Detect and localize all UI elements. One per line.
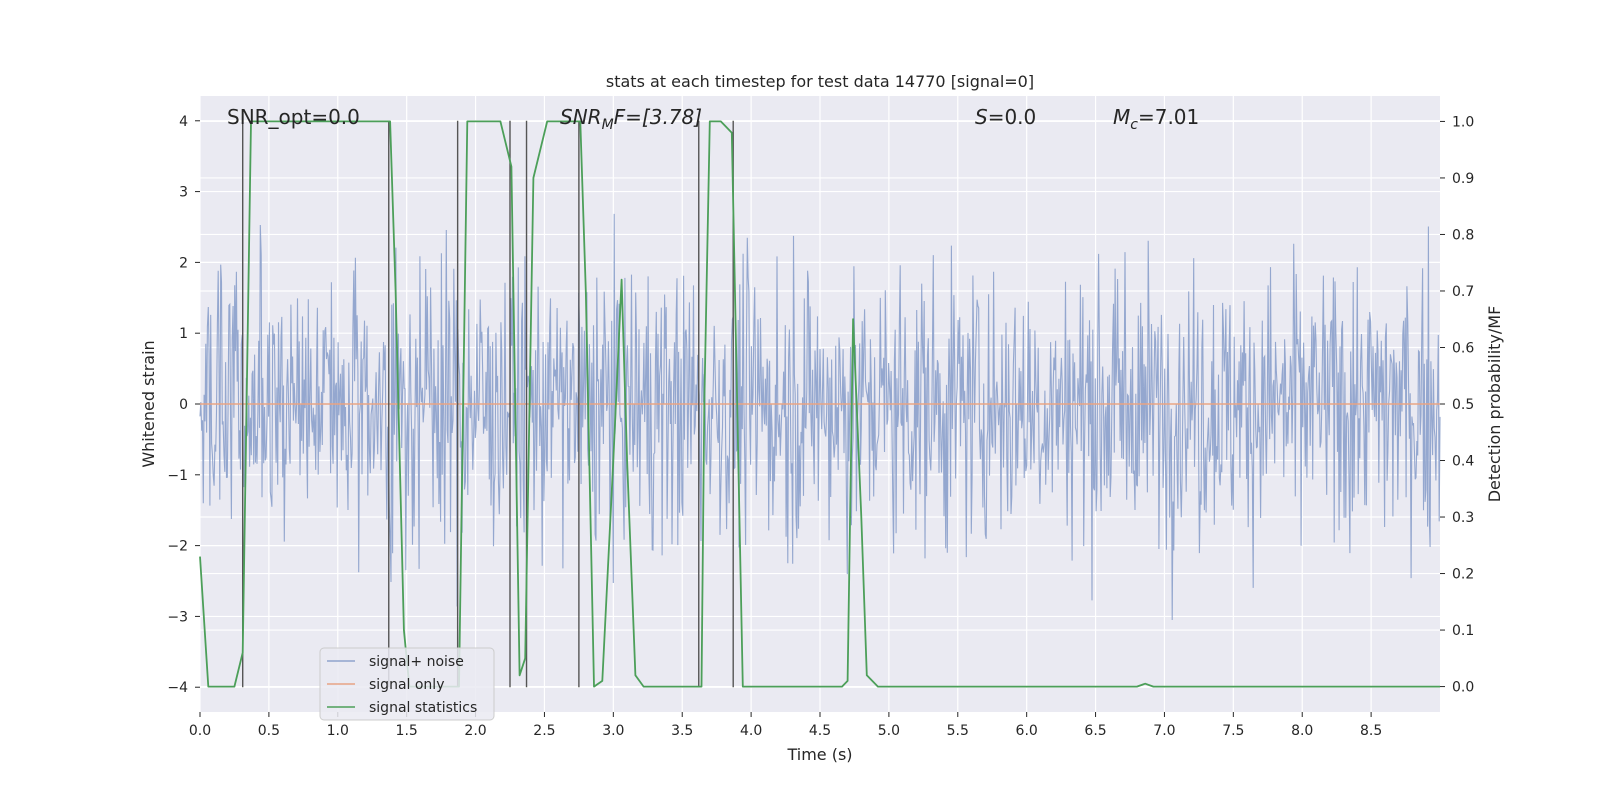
annotation-mc-base: M [1113, 105, 1130, 129]
annotation-s-rest: =0.0 [988, 105, 1037, 129]
legend-label-signal-statistics: signal statistics [369, 700, 477, 716]
signal-plus-noise-series [199, 213, 1441, 621]
y-axis-left-label: Whitened strain [139, 340, 158, 467]
y-right-tick-label: 0.7 [1452, 284, 1474, 300]
y-right-tick-label: 0.8 [1452, 227, 1474, 243]
annotation-snr-mf: SNRMF=[3.78] [560, 105, 702, 133]
y-right-tick-label: 0.0 [1452, 680, 1474, 696]
x-tick-label: 0.0 [189, 723, 211, 739]
y-right-tick-label: 0.6 [1452, 340, 1474, 356]
legend: signal+ noise signal only signal statist… [319, 647, 495, 721]
annotation-mc-rest: =7.01 [1138, 105, 1199, 129]
annotation-snr-mf-base: SNR [560, 105, 602, 129]
x-axis-ticks: 0.0 0.5 1.0 1.5 2.0 2.5 3.0 3.5 4.0 4.5 5.0 5.5 6.0 6… [189, 712, 1382, 739]
legend-label-signal-plus-noise: signal+ noise [369, 654, 464, 670]
y-left-tick-label: 3 [179, 185, 188, 201]
y-right-tick-label: 0.2 [1452, 567, 1474, 583]
x-tick-label: 7.0 [1153, 723, 1175, 739]
x-tick-label: 3.5 [671, 723, 693, 739]
y-left-tick-label: 2 [179, 255, 188, 271]
y-right-tick-label: 0.5 [1452, 397, 1474, 413]
y-left-tick-label: 1 [179, 326, 188, 342]
y-right-tick-label: 0.4 [1452, 454, 1474, 470]
x-tick-label: 2.5 [533, 723, 555, 739]
x-tick-label: 8.5 [1360, 723, 1382, 739]
x-tick-label: 6.0 [1016, 723, 1038, 739]
x-tick-label: 4.0 [740, 723, 762, 739]
y-left-tick-label: −1 [167, 468, 188, 484]
y-left-tick-label: 0 [179, 397, 188, 413]
y-right-tick-label: 0.3 [1452, 510, 1474, 526]
signal-statistics-series [199, 120, 1440, 688]
x-axis-label: Time (s) [786, 745, 852, 764]
y-axis-right-ticks: 0.0 0.1 0.2 0.3 0.4 0.5 0.6 0.7 0.8 0.9 1.0 [1440, 114, 1474, 696]
y-left-tick-label: 4 [179, 114, 188, 130]
y-left-tick-label: −3 [167, 609, 188, 625]
y-axis-right-label: Detection probability/MF [1485, 306, 1504, 503]
x-tick-label: 8.0 [1291, 723, 1313, 739]
x-tick-label: 5.5 [947, 723, 969, 739]
annotation-mc-sub: c [1130, 117, 1138, 133]
legend-label-signal-only: signal only [369, 677, 444, 693]
y-right-tick-label: 0.1 [1452, 623, 1474, 639]
x-tick-label: 1.5 [396, 723, 418, 739]
x-tick-label: 1.0 [327, 723, 349, 739]
chart-title: stats at each timestep for test data 147… [606, 72, 1034, 91]
x-tick-label: 6.5 [1084, 723, 1106, 739]
annotation-snr-opt: SNR_opt=0.0 [227, 105, 360, 129]
y-left-tick-label: −4 [167, 680, 188, 696]
annotation-s-italic: S [975, 105, 988, 129]
signal-plus-noise-trace [199, 213, 1441, 621]
x-tick-label: 5.0 [878, 723, 900, 739]
legend-box [319, 647, 495, 721]
annotation-snr-mf-rest: F=[3.78] [614, 105, 702, 129]
x-tick-label: 0.5 [258, 723, 280, 739]
x-tick-label: 4.5 [809, 723, 831, 739]
annotation-s: S=0.0 [975, 105, 1036, 129]
x-tick-label: 2.0 [464, 723, 486, 739]
y-right-tick-label: 0.9 [1452, 171, 1474, 187]
annotation-mc: Mc=7.01 [1113, 105, 1199, 133]
y-axis-left-ticks: −4 −3 −2 −1 0 1 2 3 4 [167, 114, 200, 696]
x-tick-label: 7.5 [1222, 723, 1244, 739]
y-right-tick-label: 1.0 [1452, 114, 1474, 130]
annotation-snr-mf-sub: M [602, 117, 614, 133]
x-tick-label: 3.0 [602, 723, 624, 739]
y-left-tick-label: −2 [167, 539, 188, 555]
